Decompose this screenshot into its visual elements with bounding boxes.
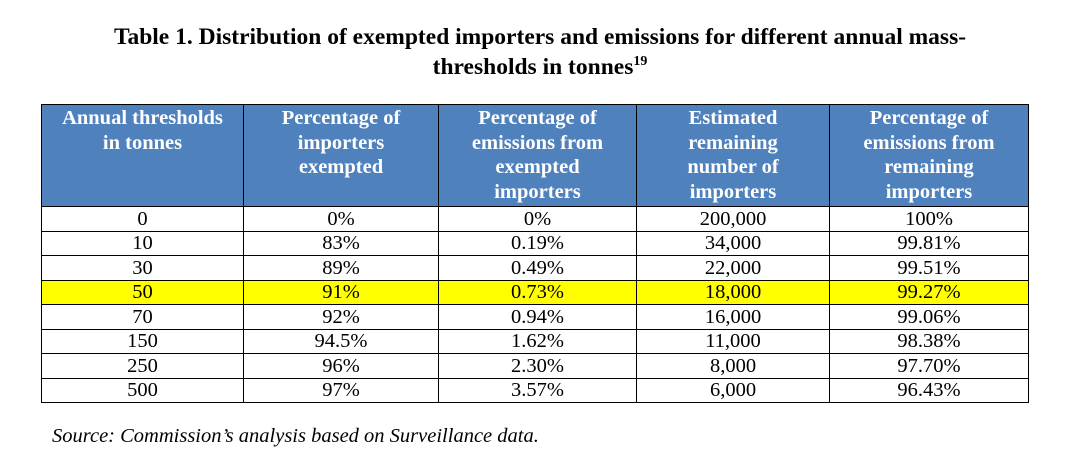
table-row: 150 94.5% 1.62% 11,000 98.38% [41, 328, 1029, 354]
table-cell: 99.06% [829, 304, 1029, 330]
header-line: Estimated [688, 107, 778, 129]
table-cell: 8,000 [636, 353, 830, 379]
header-line: exempted [298, 156, 384, 178]
source-note: Source: Commission’s analysis based on S… [52, 425, 539, 447]
header-line: Percentage of [478, 107, 597, 129]
header-line: importers [494, 180, 581, 203]
header-line: exempted [495, 156, 580, 178]
table-cell: 10 [41, 230, 244, 256]
table-row: 250 96% 2.30% 8,000 97.70% [41, 353, 1029, 379]
table-cell: 97% [243, 377, 439, 403]
table-cell: 91% [243, 279, 439, 305]
table-cell: 94.5% [243, 328, 439, 354]
table-cell: 98.38% [829, 328, 1029, 354]
table-cell: 0.49% [438, 255, 637, 281]
header-line: importers [689, 180, 777, 203]
table-row: 0 0% 0% 200,000 100% [41, 206, 1029, 232]
table-cell: 96% [243, 353, 439, 379]
table-cell: 99.51% [829, 255, 1029, 281]
table-cell: 99.27% [829, 279, 1029, 305]
table-cell: 0.94% [438, 304, 637, 330]
caption-line-2: thresholds in tonnes19 [40, 52, 1040, 82]
header-line: importers [885, 180, 973, 203]
table-cell: 50 [41, 279, 244, 305]
table-cell: 250 [41, 353, 244, 379]
caption-line-1: Table 1. Distribution of exempted import… [113, 24, 967, 50]
table-cell: 1.62% [438, 328, 637, 354]
table-row: 70 92% 0.94% 16,000 99.06% [41, 304, 1029, 330]
header-line: importers [297, 131, 385, 154]
table-cell: 500 [41, 377, 244, 403]
table-cell: 92% [243, 304, 439, 330]
table-cell: 0.73% [438, 279, 637, 305]
caption-line-2-text: thresholds in tonnes [432, 54, 634, 80]
header-emissions-remaining: Percentage of emissions from remaining i… [829, 104, 1029, 207]
table-cell: 11,000 [636, 328, 830, 354]
header-remaining-importers: Estimated remaining number of importers [636, 104, 830, 207]
table-cell: 18,000 [636, 279, 830, 305]
table-row: 500 97% 3.57% 6,000 96.43% [41, 377, 1029, 403]
table-cell: 150 [41, 328, 244, 354]
table-cell: 0% [438, 206, 637, 232]
header-annual-thresholds: Annual thresholds in tonnes [41, 104, 244, 207]
footnote-marker: 19 [633, 54, 648, 69]
table-cell: 34,000 [636, 230, 830, 256]
table-row: 10 83% 0.19% 34,000 99.81% [41, 230, 1029, 256]
header-row: Annual thresholds in tonnes Percentage o… [41, 104, 1029, 207]
header-line: Percentage of [869, 107, 989, 129]
table-cell: 2.30% [438, 353, 637, 379]
table-cell: 83% [243, 230, 439, 256]
header-line: remaining [688, 131, 778, 154]
table-cell: 100% [829, 206, 1029, 232]
table-cell: 0 [41, 206, 244, 232]
table-cell: 70 [41, 304, 244, 330]
table-cell: 96.43% [829, 377, 1029, 403]
table-cell: 0.19% [438, 230, 637, 256]
table-caption: Table 1. Distribution of exempted import… [40, 22, 1040, 82]
header-importers-exempted: Percentage of importers exempted [243, 104, 439, 207]
header-line: Percentage of [281, 107, 401, 129]
table-cell: 89% [243, 255, 439, 281]
table-cell: 6,000 [636, 377, 830, 403]
table-cell: 200,000 [636, 206, 830, 232]
table-cell: 3.57% [438, 377, 637, 403]
header-line: in tonnes [102, 131, 183, 154]
table-cell: 16,000 [636, 304, 830, 330]
table-cell: 0% [243, 206, 439, 232]
table-cell: 22,000 [636, 255, 830, 281]
header-emissions-exempted: Percentage of emissions from exempted im… [438, 104, 637, 207]
header-line: number of [687, 156, 779, 178]
table-row-highlighted: 50 91% 0.73% 18,000 99.27% [41, 279, 1029, 305]
table-cell: 30 [41, 255, 244, 281]
header-line: remaining [884, 156, 974, 178]
header-line: Annual thresholds [62, 107, 223, 129]
table-cell: 99.81% [829, 230, 1029, 256]
header-line: emissions from [471, 131, 604, 154]
thresholds-table: Annual thresholds in tonnes Percentage o… [41, 104, 1029, 403]
table-cell: 97.70% [829, 353, 1029, 379]
table-row: 30 89% 0.49% 22,000 99.51% [41, 255, 1029, 281]
header-line: emissions from [863, 131, 995, 154]
